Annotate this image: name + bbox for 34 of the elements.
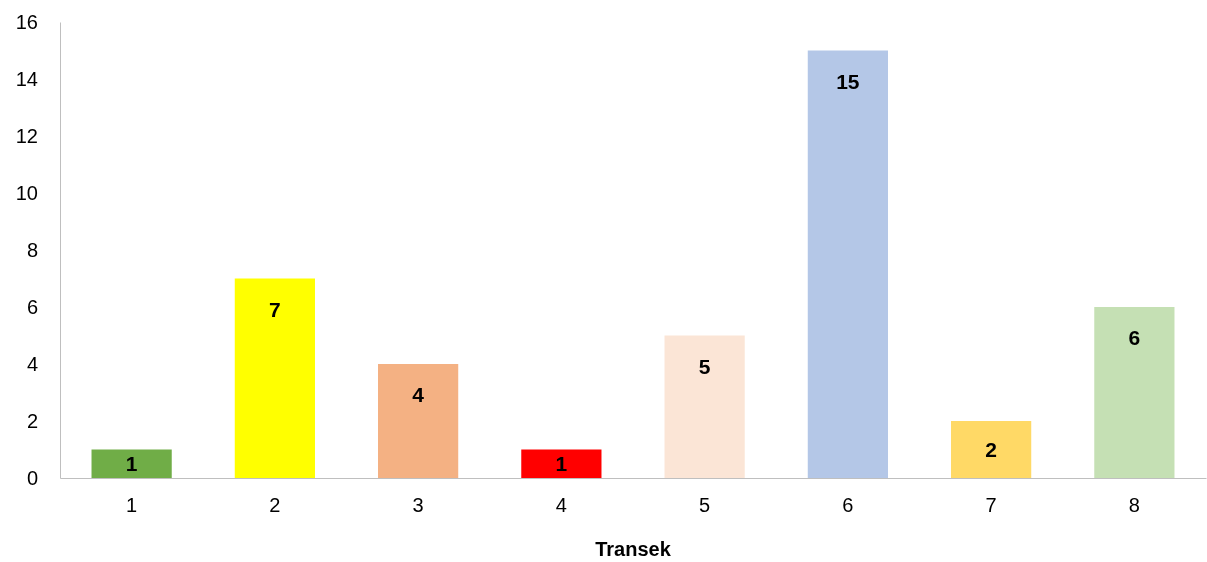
- y-tick-label: 0: [26, 466, 38, 489]
- data-label: 2: [985, 437, 997, 461]
- x-axis-title: Transek: [595, 538, 672, 560]
- bar: [378, 364, 459, 478]
- x-tick-label: 7: [985, 494, 997, 517]
- data-label: 7: [269, 297, 281, 321]
- data-label: 5: [698, 354, 711, 378]
- bar: [664, 335, 745, 478]
- y-tick-label: 14: [15, 67, 38, 90]
- data-label: 6: [1128, 326, 1141, 349]
- x-tick-label: 2: [269, 494, 281, 517]
- x-tick-label: 5: [699, 494, 711, 517]
- y-tick-label: 6: [26, 295, 38, 318]
- data-label: 4: [412, 383, 425, 406]
- x-tick-label: 3: [412, 494, 424, 517]
- y-tick-label: 8: [26, 238, 38, 261]
- data-label: 1: [555, 451, 568, 475]
- y-tick-label: 12: [15, 124, 38, 147]
- x-tick-label: 1: [126, 494, 138, 517]
- y-tick-label: 2: [26, 409, 38, 432]
- data-label: 15: [836, 69, 860, 93]
- x-tick-label: 8: [1128, 494, 1140, 517]
- y-tick-label: 4: [26, 352, 38, 375]
- bar: [951, 421, 1032, 478]
- y-tick-label: 16: [15, 10, 38, 33]
- x-tick-label: 4: [555, 494, 567, 517]
- bar: [521, 449, 602, 478]
- bar: [91, 449, 172, 478]
- bar: [807, 50, 888, 478]
- x-tick-label: 6: [842, 494, 854, 517]
- bar: [1094, 307, 1175, 478]
- bar: [234, 278, 315, 478]
- data-label: 1: [125, 451, 138, 475]
- y-tick-label: 10: [15, 181, 38, 204]
